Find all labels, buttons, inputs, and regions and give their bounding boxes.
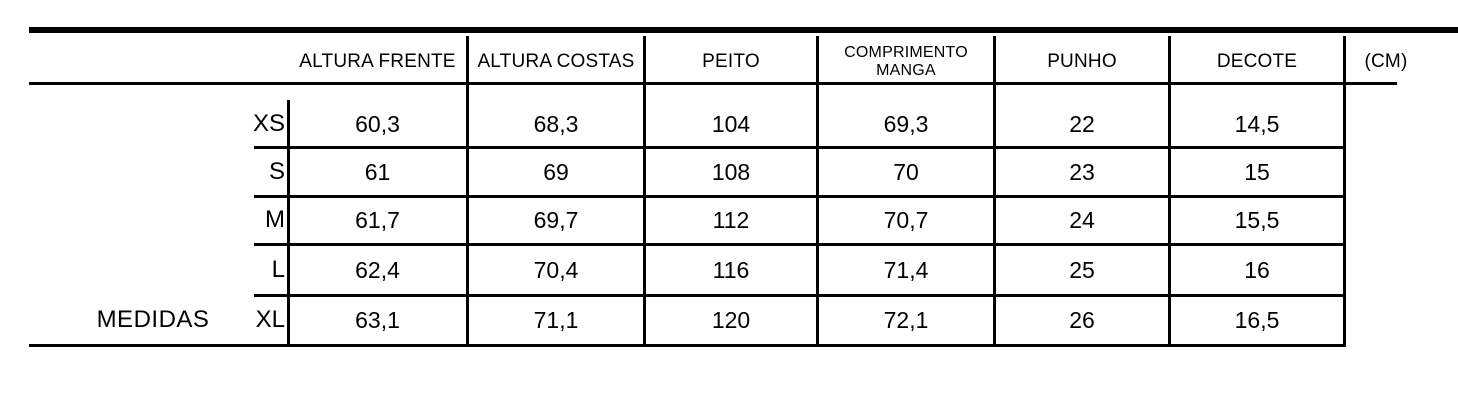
table-cell: 70 xyxy=(893,158,919,185)
row-separator xyxy=(254,294,1345,297)
table-cell: 16 xyxy=(1244,256,1270,283)
table-cell: 69 xyxy=(543,158,569,185)
table-cell: 104 xyxy=(711,110,751,137)
column-divider xyxy=(466,36,469,347)
row-label-l: L xyxy=(271,256,285,283)
column-header-altura-costas: ALTURA COSTAS xyxy=(477,51,635,72)
row-label-s: S xyxy=(268,158,285,185)
column-header-altura-frente: ALTURA FRENTE xyxy=(299,51,456,72)
table-cell: 23 xyxy=(1069,158,1095,185)
table-cell: 15 xyxy=(1244,158,1270,185)
column-divider xyxy=(1168,36,1171,347)
table-cell: 68,3 xyxy=(533,110,579,137)
column-header-comprimento-manga-label: COMPRIMENTO MANGA xyxy=(844,44,968,79)
table-caption: MEDIDAS xyxy=(96,306,210,333)
row-label-xl: XL xyxy=(255,306,285,333)
column-divider xyxy=(816,36,819,347)
table-cell: 26 xyxy=(1069,306,1095,333)
table-cell: 71,4 xyxy=(883,256,929,283)
row-label-xs: XS xyxy=(252,110,285,137)
table-cell: 112 xyxy=(712,206,750,233)
table-cell: 60,3 xyxy=(355,110,400,137)
table-cell: 72,1 xyxy=(883,306,929,333)
table-cell: 116 xyxy=(712,256,750,283)
table-cell: 61 xyxy=(364,158,391,185)
column-header-punho: PUNHO xyxy=(1047,51,1117,72)
table-cell: 69,7 xyxy=(533,206,579,233)
bottom-border-line xyxy=(29,344,1346,347)
column-header-decote: DECOTE xyxy=(1216,51,1298,72)
table-cell: 63,1 xyxy=(355,306,400,333)
table-cell: 16,5 xyxy=(1234,306,1280,333)
table-cell: 62,4 xyxy=(355,256,400,283)
size-column-divider xyxy=(287,100,290,347)
table-cell: 15,5 xyxy=(1234,206,1280,233)
column-header-peito: PEITO xyxy=(702,51,760,72)
unit-label: (CM) xyxy=(1364,51,1408,72)
column-divider xyxy=(643,36,646,347)
table-cell: 25 xyxy=(1069,256,1095,283)
top-border-line xyxy=(29,27,1458,33)
header-underline xyxy=(29,82,1397,85)
table-cell: 108 xyxy=(711,158,751,185)
row-separator xyxy=(254,146,1345,149)
column-header-comprimento-manga: COMPRIMENTO MANGA xyxy=(819,40,993,84)
table-cell: 120 xyxy=(711,306,751,333)
table-cell: 69,3 xyxy=(883,110,929,137)
table-cell: 71,1 xyxy=(533,306,579,333)
table-cell: 22 xyxy=(1069,110,1095,137)
table-cell: 24 xyxy=(1069,206,1095,233)
table-cell: 14,5 xyxy=(1234,110,1280,137)
row-separator xyxy=(254,195,1345,198)
row-separator xyxy=(254,243,1345,246)
column-divider xyxy=(993,36,996,347)
column-divider xyxy=(1343,36,1346,347)
table-cell: 61,7 xyxy=(355,206,400,233)
table-cell: 70,4 xyxy=(533,256,579,283)
row-label-m: M xyxy=(265,206,285,233)
table-cell: 70,7 xyxy=(883,206,929,233)
